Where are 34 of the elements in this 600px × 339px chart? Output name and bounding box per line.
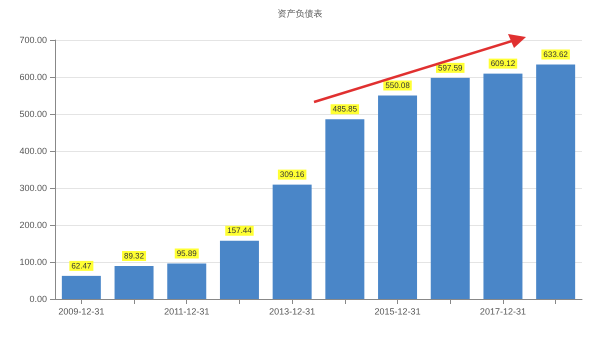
bar [536, 64, 576, 299]
bar [325, 119, 364, 299]
bar [220, 240, 259, 299]
y-tick-label: 0.00 [29, 294, 47, 304]
bar [430, 78, 470, 299]
x-tick-label: 2013-12-31 [269, 306, 316, 316]
x-tick-label: 2015-12-31 [374, 306, 421, 316]
y-tick-label: 300.00 [19, 183, 47, 193]
data-label: 309.16 [280, 170, 305, 180]
bar [378, 95, 418, 299]
y-tick-label: 400.00 [19, 146, 47, 156]
bar [483, 74, 522, 299]
x-tick-label: 2017-12-31 [480, 306, 526, 316]
bar [114, 266, 154, 299]
data-label: 597.59 [438, 63, 464, 72]
data-label: 95.89 [176, 249, 198, 258]
data-label: 62.47 [71, 261, 92, 270]
x-tick-label: 2009-12-31 [58, 306, 104, 316]
bar [62, 276, 101, 299]
chart-title: 资产负债表 [278, 8, 322, 18]
y-tick-label: 200.00 [19, 220, 47, 230]
data-label: 89.32 [124, 251, 145, 260]
x-tick-label: 2011-12-31 [164, 306, 210, 316]
data-label: 609.12 [490, 59, 516, 68]
y-tick-label: 500.00 [19, 109, 47, 119]
bar [272, 184, 312, 299]
data-label: 550.08 [385, 80, 410, 90]
data-label: 485.85 [332, 104, 358, 114]
data-label: 633.62 [543, 50, 568, 60]
data-label: 157.44 [227, 226, 252, 236]
bar [167, 264, 206, 299]
y-tick-label: 100.00 [19, 257, 47, 267]
y-tick-label: 600.00 [19, 72, 47, 82]
y-tick-label: 700.00 [19, 35, 47, 45]
